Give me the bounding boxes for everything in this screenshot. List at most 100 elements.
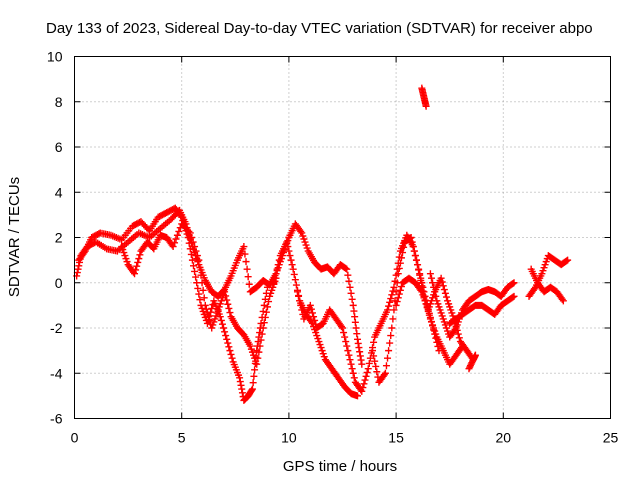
data-point xyxy=(390,306,398,314)
data-point xyxy=(356,352,364,360)
data-point xyxy=(298,306,306,314)
data-point xyxy=(242,258,250,266)
data-point xyxy=(343,265,351,273)
data-point xyxy=(205,313,212,321)
data-point xyxy=(274,261,282,269)
data-point xyxy=(386,339,394,347)
data-point xyxy=(382,362,390,370)
data-point xyxy=(196,296,204,304)
data-point xyxy=(371,357,379,365)
data-point xyxy=(218,320,226,328)
data-point xyxy=(220,324,228,332)
data-point xyxy=(390,283,398,291)
data-point xyxy=(284,243,292,251)
data-point xyxy=(417,276,425,284)
data-point xyxy=(385,347,393,355)
data-point xyxy=(510,292,518,300)
data-point xyxy=(250,372,258,380)
data-point xyxy=(237,381,245,389)
data-point xyxy=(354,339,362,347)
x-tick-label: 0 xyxy=(71,430,79,446)
data-point xyxy=(289,265,297,273)
data-point xyxy=(191,267,199,275)
data-point xyxy=(559,297,567,305)
data-point xyxy=(186,229,194,237)
data-point xyxy=(191,243,199,251)
data-point xyxy=(270,279,278,287)
data-point xyxy=(471,351,479,359)
data-point xyxy=(564,256,572,264)
data-point xyxy=(297,301,305,309)
data-point xyxy=(384,354,392,362)
data-point xyxy=(360,380,368,388)
data-point xyxy=(455,334,463,342)
data-point xyxy=(307,305,315,313)
data-point xyxy=(271,274,279,282)
data-point xyxy=(256,342,264,350)
data-point xyxy=(395,290,403,298)
data-point xyxy=(259,324,267,332)
data-point xyxy=(283,238,291,246)
data-point xyxy=(384,306,392,314)
data-point xyxy=(248,386,256,394)
data-point xyxy=(134,258,142,266)
data-point xyxy=(172,235,180,243)
data-point xyxy=(223,335,231,343)
axis-ticks: 0 5 10 15 20 25 -6 -4 -2 0 2 4 6 8 10 xyxy=(47,49,619,446)
x-tick-label: 5 xyxy=(178,430,186,446)
data-point xyxy=(416,271,424,279)
data-point xyxy=(248,385,256,393)
data-point xyxy=(194,284,202,292)
data-point xyxy=(437,274,445,282)
data-point xyxy=(203,309,211,317)
data-point xyxy=(175,227,183,235)
data-point xyxy=(388,291,396,299)
data-point xyxy=(347,360,355,368)
data-point xyxy=(342,338,350,346)
data-point xyxy=(411,252,419,260)
y-tick-label: 0 xyxy=(55,275,63,291)
data-point xyxy=(344,347,352,355)
data-point xyxy=(185,227,193,235)
data-point xyxy=(263,303,271,311)
data-point xyxy=(389,315,397,323)
data-point xyxy=(397,283,405,291)
data-point xyxy=(226,347,234,355)
data-point xyxy=(386,298,394,306)
data-point xyxy=(195,290,203,298)
data-point xyxy=(287,256,295,264)
data-point xyxy=(197,271,205,279)
data-point xyxy=(297,227,305,235)
data-point xyxy=(429,279,437,287)
data-point xyxy=(372,362,380,370)
data-point xyxy=(253,360,261,368)
data-point xyxy=(258,330,266,338)
data-points xyxy=(73,84,572,404)
data-point xyxy=(363,368,371,376)
data-point xyxy=(349,369,357,377)
data-point xyxy=(442,293,450,301)
data-point xyxy=(216,313,224,321)
data-point xyxy=(357,356,365,364)
data-point xyxy=(195,256,203,264)
data-point xyxy=(243,265,251,273)
data-point xyxy=(346,283,354,291)
data-point xyxy=(345,277,353,285)
data-point xyxy=(311,316,319,324)
data-point xyxy=(373,368,381,376)
data-point xyxy=(207,308,215,316)
data-point xyxy=(135,255,143,263)
data-point xyxy=(186,245,194,253)
data-point xyxy=(381,369,389,377)
data-point xyxy=(178,213,186,221)
data-point xyxy=(261,313,269,321)
data-point xyxy=(259,307,267,315)
data-point xyxy=(364,365,372,373)
data-point xyxy=(426,270,434,278)
data-point xyxy=(510,279,518,287)
data-point xyxy=(427,274,435,282)
data-point xyxy=(272,270,280,278)
data-point xyxy=(225,304,233,312)
data-point xyxy=(396,286,404,294)
